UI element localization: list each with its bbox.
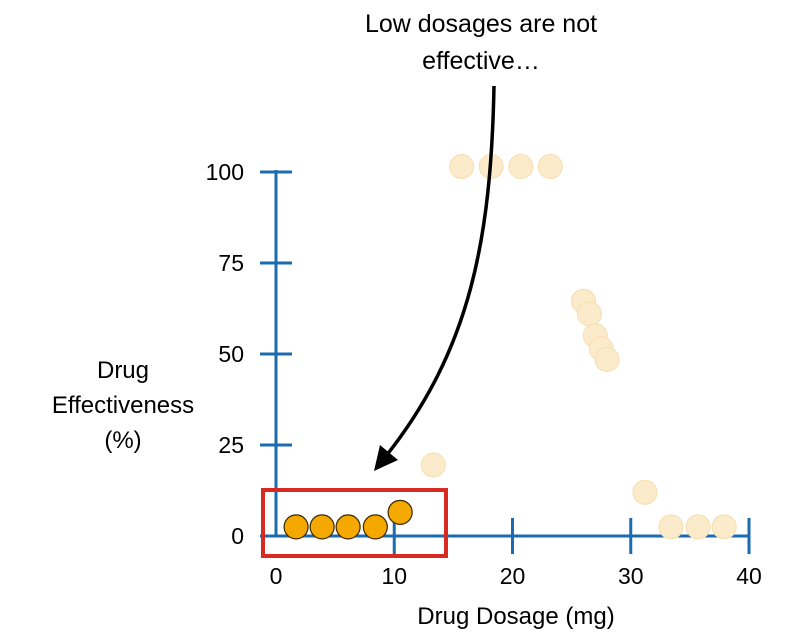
x-tick-label: 20 (500, 563, 526, 589)
data-point-faded (508, 154, 534, 180)
data-point-highlighted (309, 514, 335, 540)
y-axis-title-line-2: Effectiveness (52, 392, 194, 419)
x-tick-label: 40 (736, 563, 762, 589)
data-point-highlighted (362, 514, 388, 540)
data-point-faded (420, 452, 446, 478)
data-point-faded (685, 514, 711, 540)
low-dosage-highlight-box (261, 488, 448, 558)
y-tick-label: 0 (231, 523, 244, 549)
data-point-highlighted (283, 514, 309, 540)
data-points (283, 154, 737, 540)
annotation-line-2: effective… (422, 47, 540, 75)
data-point-highlighted (335, 514, 361, 540)
data-point-faded (576, 301, 602, 327)
data-point-faded (632, 479, 658, 505)
annotation-line-1: Low dosages are not (365, 10, 597, 38)
data-point-faded (658, 514, 684, 540)
x-tick-label: 30 (618, 563, 644, 589)
y-axis-title-line-3: (%) (104, 427, 141, 454)
annotation-arrow (384, 85, 496, 458)
data-point-faded (594, 346, 620, 372)
x-ticks: 0 10 20 30 40 (270, 518, 762, 589)
x-axis-title: Drug Dosage (mg) (417, 603, 614, 630)
y-tick-label: 100 (206, 159, 244, 185)
data-point-faded (537, 154, 563, 180)
x-tick-label: 10 (381, 563, 407, 589)
y-tick-label: 50 (218, 341, 244, 367)
data-point-faded (711, 514, 737, 540)
y-axis-title-line-1: Drug (97, 357, 149, 384)
y-ticks: 0 25 50 75 100 (206, 159, 292, 549)
y-tick-label: 25 (218, 432, 244, 458)
y-tick-label: 75 (218, 250, 244, 276)
annotation-arrowhead (374, 445, 398, 471)
x-tick-label: 0 (270, 563, 283, 589)
data-point-faded (449, 154, 475, 180)
data-point-highlighted (387, 499, 413, 525)
